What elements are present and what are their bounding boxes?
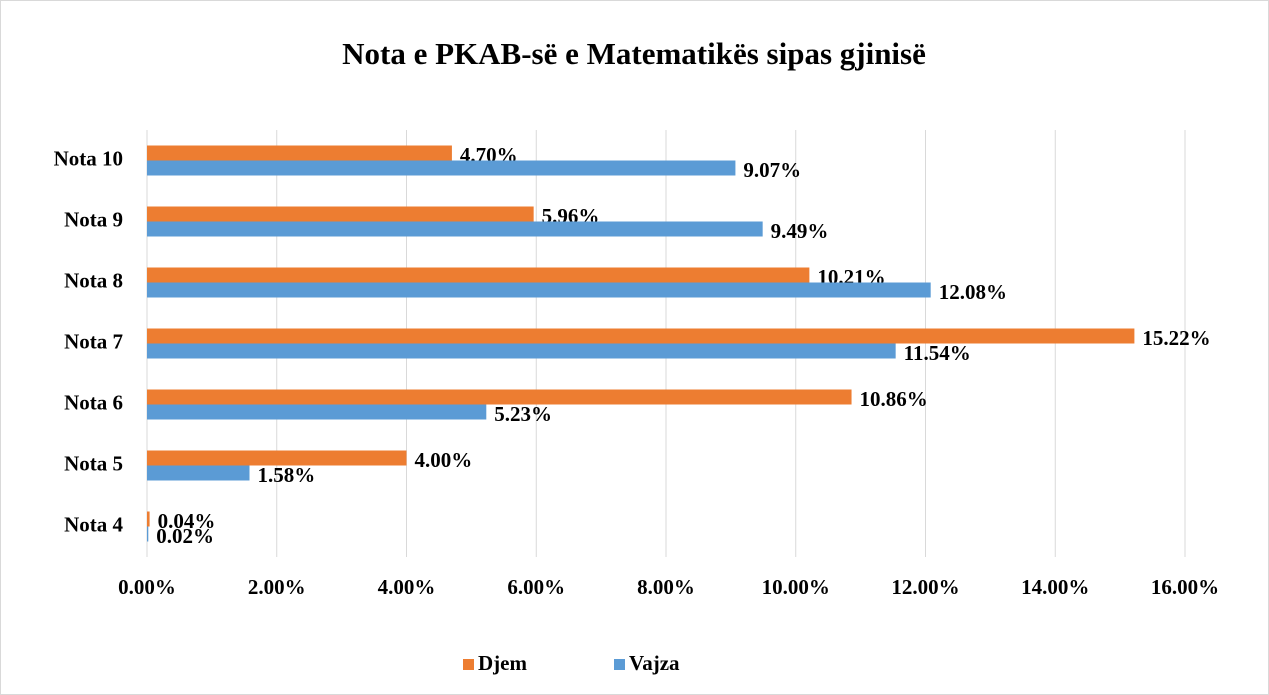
bar [147, 450, 407, 466]
y-tick-label: Nota 10 [54, 146, 123, 170]
legend-label: Vajza [629, 651, 680, 675]
y-tick-label: Nota 7 [64, 329, 123, 353]
legend-swatch [614, 659, 625, 670]
y-tick-label: Nota 6 [64, 390, 123, 414]
x-tick-label: 8.00% [637, 575, 695, 599]
data-label: 10.86% [860, 387, 928, 411]
data-label: 5.23% [494, 402, 552, 426]
bar [147, 404, 487, 420]
legend-label: Djem [478, 651, 527, 675]
data-label: 0.02% [156, 524, 214, 548]
bar [147, 511, 150, 527]
chart-title: Nota e PKAB-së e Matematikës sipas gjini… [342, 36, 926, 71]
data-label: 9.49% [771, 219, 829, 243]
data-label: 9.07% [743, 158, 801, 182]
x-tick-label: 0.00% [118, 575, 176, 599]
bar [147, 206, 534, 222]
bar [147, 221, 763, 237]
bar [147, 282, 931, 298]
y-tick-label: Nota 8 [64, 268, 123, 292]
bar [147, 343, 896, 359]
x-tick-label: 14.00% [1021, 575, 1089, 599]
x-tick-label: 12.00% [891, 575, 959, 599]
bar [147, 267, 810, 283]
bar [147, 145, 452, 161]
data-label: 12.08% [939, 280, 1007, 304]
legend-swatch [463, 659, 474, 670]
data-label: 11.54% [904, 341, 971, 365]
data-label: 15.22% [1142, 326, 1210, 350]
x-tick-label: 16.00% [1151, 575, 1219, 599]
bar [147, 160, 736, 176]
y-tick-label: Nota 5 [64, 451, 123, 475]
x-tick-label: 10.00% [762, 575, 830, 599]
y-tick-label: Nota 4 [64, 512, 123, 536]
y-tick-label: Nota 9 [64, 207, 123, 231]
data-label: 1.58% [258, 463, 316, 487]
bar [147, 526, 149, 542]
x-tick-label: 2.00% [248, 575, 306, 599]
bar [147, 389, 852, 405]
x-tick-label: 4.00% [378, 575, 436, 599]
bar [147, 328, 1135, 344]
bar [147, 465, 250, 481]
data-label: 0.04% [158, 509, 216, 533]
x-tick-label: 6.00% [507, 575, 565, 599]
data-label: 4.00% [415, 448, 473, 472]
